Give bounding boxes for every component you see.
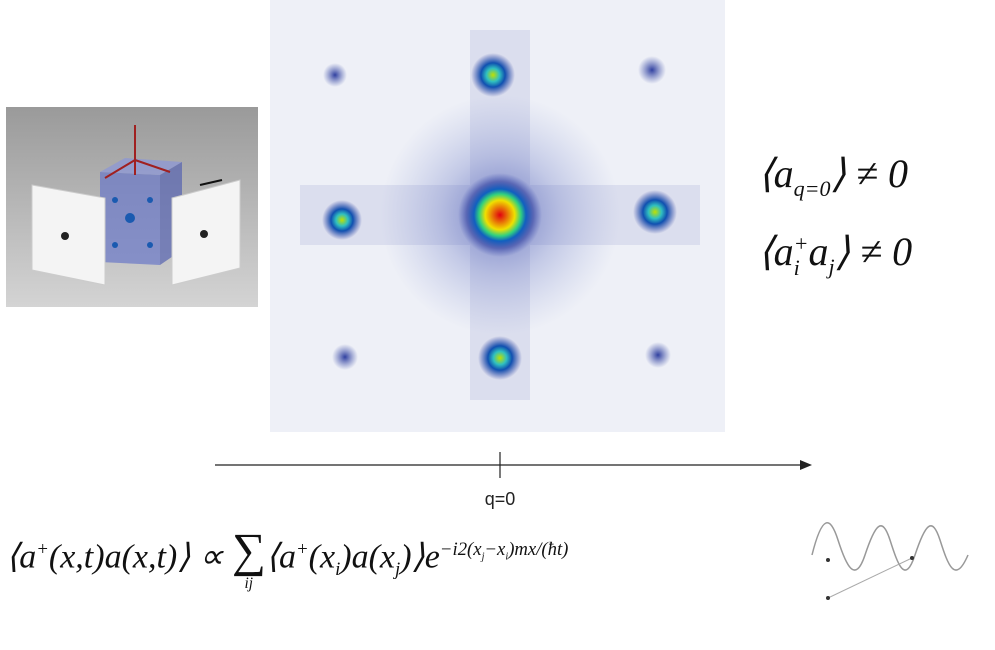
subscript: q=0 (794, 176, 831, 201)
equation: ⟨aq=0⟩ ≠ 0 (758, 150, 908, 202)
math-text: ⟩ ≠ 0 (830, 151, 908, 196)
superscript: )mx/(ħt) (508, 539, 568, 560)
wave-sketch (812, 523, 968, 600)
sum-index: ij (245, 576, 254, 591)
equation: ⟨a+(x,t)a(x,t)⟩ ∝ ∑ij⟨a+(xi)a(xj)⟩e−i2(x… (6, 528, 568, 591)
math-text: (x (309, 538, 335, 575)
superscript: + (296, 539, 309, 560)
math-text: ⟨a (758, 151, 794, 196)
sum-sign: ∑ (232, 528, 266, 576)
math-text: ⟨a (6, 538, 36, 575)
axis-arrow (800, 460, 812, 470)
sub-sup: +i (794, 232, 809, 280)
page: q=0 ⟨aq=0⟩ ≠ 0 ⟨a+iaj⟩ ≠ 0 ⟨a+(x,t)a(x,t… (0, 0, 995, 650)
superscript: + (36, 539, 49, 560)
axis-label: q=0 (485, 489, 516, 509)
math-text: (x,t)a(x,t)⟩ ∝ (49, 538, 232, 575)
operator: ∑ij (232, 528, 266, 591)
math-text: ⟩ ≠ 0 (835, 229, 913, 274)
math-text: )⟩e (400, 538, 440, 575)
subscript: i (794, 256, 809, 280)
crystal-illustration (6, 107, 258, 307)
superscript: + (794, 232, 809, 256)
math-text: )a(x (340, 538, 395, 575)
math-text: ⟨a (758, 229, 794, 274)
superscript: −x (484, 539, 505, 560)
math-text: a (808, 229, 828, 274)
math-text: ⟨a (266, 538, 296, 575)
superscript: −i2(x (440, 539, 482, 560)
